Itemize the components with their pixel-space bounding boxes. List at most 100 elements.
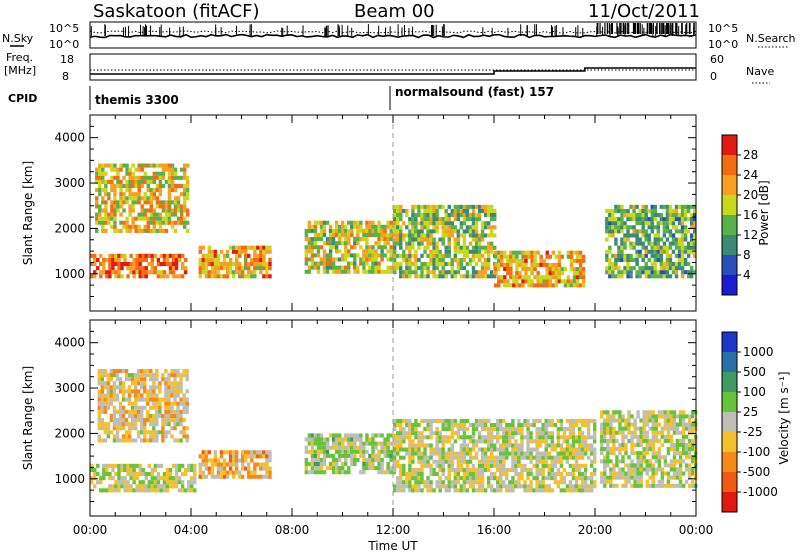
velocity-cell <box>642 467 646 472</box>
power-cell <box>447 217 451 222</box>
velocity-cell <box>609 422 613 427</box>
power-cell <box>551 283 555 288</box>
power-cell <box>110 179 114 184</box>
power-cell <box>176 200 181 205</box>
velocity-cell <box>526 451 530 456</box>
velocity-cell <box>681 430 686 435</box>
power-cell <box>465 225 470 230</box>
velocity-cell <box>322 445 327 450</box>
power-cell <box>441 262 445 267</box>
velocity-cell <box>193 471 197 477</box>
velocity-cell <box>502 455 506 460</box>
velocity-cell <box>562 439 567 444</box>
power-cell <box>626 266 630 271</box>
velocity-cell <box>565 418 570 423</box>
velocity-cell <box>399 467 403 472</box>
velocity-cell <box>600 442 604 448</box>
velocity-cell <box>459 488 464 493</box>
velocity-cell <box>612 438 616 443</box>
nave-tick-top: 60 <box>710 53 724 66</box>
velocity-cell <box>109 385 114 390</box>
power-cell <box>554 275 559 280</box>
power-cell <box>545 279 549 284</box>
x-tick-label: 16:00 <box>477 523 512 537</box>
velocity-cell <box>535 459 539 464</box>
velocity-cell <box>583 484 588 489</box>
power-cell <box>158 224 163 229</box>
power-cell <box>438 237 442 242</box>
velocity-cell <box>520 439 524 444</box>
velocity-cell <box>417 431 421 436</box>
velocity-cell <box>146 389 150 394</box>
velocity-cell <box>687 471 692 476</box>
velocity-cell <box>170 369 174 374</box>
power-cell <box>611 229 615 234</box>
velocity-cell <box>550 467 554 472</box>
velocity-cell <box>399 439 403 444</box>
velocity-cell <box>459 447 464 452</box>
velocity-cell <box>450 431 454 436</box>
velocity-cell <box>456 435 461 440</box>
power-cell <box>155 196 160 201</box>
velocity-cell <box>331 433 336 438</box>
power-cell <box>111 253 115 258</box>
velocity-cell <box>386 445 390 450</box>
velocity-cell <box>663 455 668 460</box>
velocity-cell <box>526 439 530 444</box>
velocity-cell <box>126 471 130 477</box>
velocity-cell <box>627 471 631 476</box>
power-cell <box>374 265 378 270</box>
velocity-cell <box>350 437 354 442</box>
power-cell <box>146 200 150 205</box>
power-cell <box>623 213 627 218</box>
velocity-cell <box>538 488 542 493</box>
power-cell <box>566 250 571 255</box>
power-cell <box>262 262 266 267</box>
velocity-cell <box>130 405 135 410</box>
power-cell <box>101 167 105 172</box>
power-cell <box>575 271 580 276</box>
velocity-cell <box>438 439 442 444</box>
velocity-cell <box>684 414 689 419</box>
power-cell <box>435 245 439 250</box>
power-cell <box>389 232 393 238</box>
velocity-cell <box>337 449 342 454</box>
power-cell <box>530 258 534 263</box>
velocity-cell <box>304 466 309 471</box>
power-cell <box>316 265 321 270</box>
velocity-cell <box>365 462 369 467</box>
velocity-cell <box>514 484 518 489</box>
power-cell <box>310 245 315 250</box>
velocity-cell <box>143 389 147 394</box>
power-cell <box>497 262 501 267</box>
velocity-cell <box>489 471 494 477</box>
power-cell <box>137 167 141 172</box>
velocity-cell <box>432 447 436 452</box>
power-cell <box>653 225 658 230</box>
velocity-cell <box>377 462 381 467</box>
velocity-cell <box>462 447 467 452</box>
velocity-cell <box>347 437 351 442</box>
velocity-cell <box>592 435 597 440</box>
power-cell <box>393 253 397 258</box>
velocity-cell <box>654 422 659 427</box>
power-cell <box>98 179 102 184</box>
velocity-cell <box>505 427 509 432</box>
velocity-cell <box>660 479 665 484</box>
velocity-cell <box>371 457 375 463</box>
velocity-cell <box>541 427 545 432</box>
power-cell <box>244 274 248 279</box>
power-cell <box>161 183 166 189</box>
power-cell <box>386 224 390 229</box>
power-cell <box>104 179 108 184</box>
velocity-cell <box>453 480 458 485</box>
power-cell <box>170 212 175 217</box>
velocity-cell <box>678 410 683 415</box>
colorbar-tick-label: 24 <box>743 168 758 182</box>
velocity-cell <box>541 463 545 468</box>
power-cell <box>417 241 421 246</box>
velocity-cell <box>97 426 102 431</box>
velocity-cell <box>356 437 360 442</box>
velocity-cell <box>511 455 515 460</box>
velocity-cell <box>592 431 597 436</box>
